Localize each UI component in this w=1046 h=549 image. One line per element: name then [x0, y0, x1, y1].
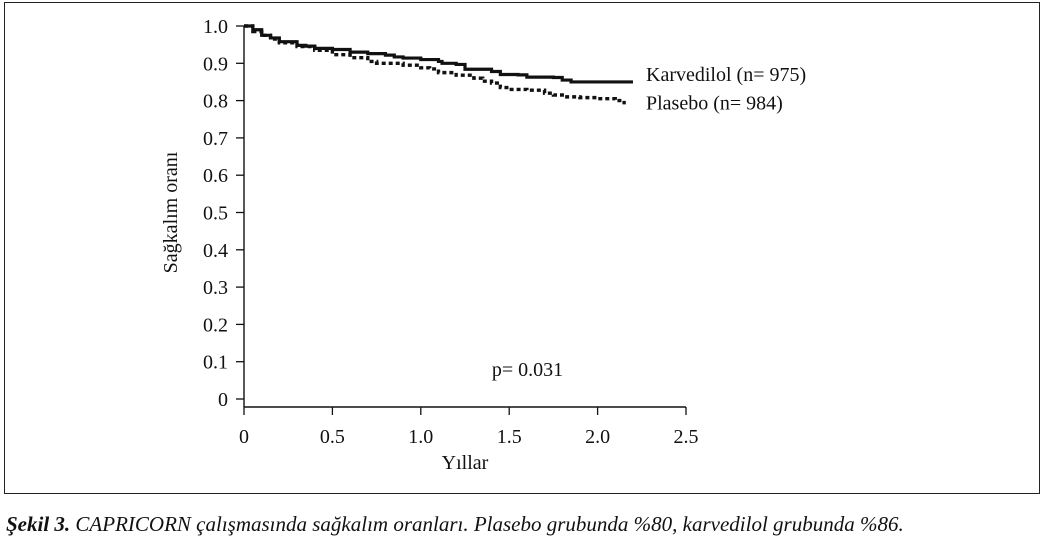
series-line-karvedilol: [244, 24, 633, 84]
y-axis-title: Sağkalım oranı: [160, 151, 182, 273]
y-tick-label: 1.0: [203, 16, 228, 38]
x-tick-label: 1.0: [408, 426, 433, 448]
y-tick-label: 0.8: [203, 91, 228, 113]
chart-axes: 0 0.1 0.2 0.3 0.4 0.5 0.6 0.7 0.8 0.9 1.0 0 0.5 1.0 1.…: [160, 16, 699, 474]
survival-chart: 0 0.1 0.2 0.3 0.4 0.5 0.6 0.7 0.8 0.9 1.0 0 0.5 1.0 1.…: [160, 16, 806, 474]
x-axis-title: Yıllar: [442, 452, 489, 474]
chart-labels: Karvedilol (n= 975) Plasebo (n= 984) p= 0.…: [492, 64, 806, 381]
x-tick-label: 0.5: [320, 426, 345, 448]
series-line-plasebo: [244, 24, 626, 105]
series-label-karvedilol: Karvedilol (n= 975): [646, 64, 806, 86]
y-tick-label: 0.7: [203, 128, 228, 150]
x-tick-label: 0: [239, 426, 249, 448]
caption-text: CAPRICORN çalışmasında sağkalım oranları…: [70, 512, 904, 536]
y-tick-label: 0.6: [203, 165, 228, 187]
x-tick-label: 2.5: [674, 426, 699, 448]
x-tick-label: 1.5: [497, 426, 522, 448]
chart-series: [244, 24, 633, 105]
y-tick-label: 0.3: [203, 277, 228, 299]
y-tick-label: 0.2: [203, 314, 228, 336]
y-tick-label: 0.5: [203, 203, 228, 225]
figure-caption: Şekil 3. CAPRICORN çalışmasında sağkalım…: [6, 512, 904, 537]
p-value-annotation: p= 0.031: [492, 359, 563, 381]
y-tick-label: 0: [218, 389, 228, 411]
y-tick-label: 0.1: [203, 352, 228, 374]
figure-frame: [4, 2, 1040, 494]
y-tick-label: 0.9: [203, 53, 228, 75]
series-label-plasebo: Plasebo (n= 984): [646, 92, 783, 114]
caption-lead: Şekil 3.: [6, 512, 71, 536]
y-tick-label: 0.4: [203, 240, 228, 262]
x-tick-label: 2.0: [585, 426, 610, 448]
